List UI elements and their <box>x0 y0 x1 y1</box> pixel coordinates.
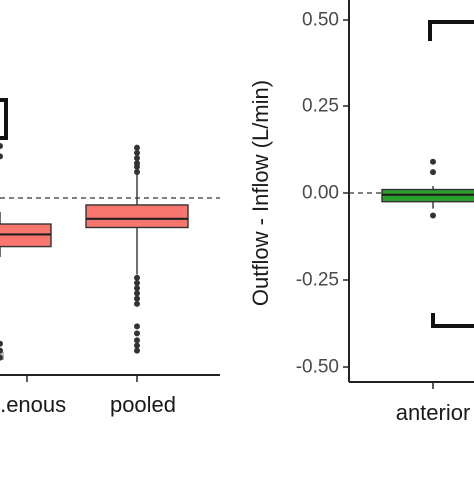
right-series-0-box <box>381 158 474 219</box>
left-series-1-outlier-13 <box>134 330 140 337</box>
left-series-1-outlier-15 <box>134 342 140 349</box>
left-series-0-outlier-4 <box>0 354 3 361</box>
y-axis-title: Outflow - Inflow (L/min) <box>248 80 273 306</box>
y-tick-label-0.00: 0.00 <box>302 183 339 204</box>
left-series-1-outlier-8 <box>134 285 140 292</box>
left-series-1-outlier-5 <box>134 168 140 175</box>
right-series-0-outlier-2 <box>430 212 436 219</box>
left-series-1-outlier-9 <box>134 290 140 297</box>
y-tick-label-neg-0.50: -0.50 <box>296 357 339 378</box>
left-series-0-outlier-0 <box>0 142 3 149</box>
left-series-0-outlier-2 <box>0 340 3 347</box>
y-tick-label-0.50: 0.50 <box>302 10 339 31</box>
right-y-ticks: 0.50 0.25 0.00 -0.25 -0.50 <box>296 10 349 378</box>
left-series-1-outlier-1 <box>134 149 140 156</box>
right-significance-bracket-bottom <box>431 313 474 328</box>
right-boxes <box>381 158 474 219</box>
y-tick-label-neg-0.25: -0.25 <box>296 270 339 291</box>
left-series-1-outlier-4 <box>134 163 140 170</box>
left-series-1-outlier-10 <box>134 295 140 302</box>
left-series-1-outlier-14 <box>134 337 140 344</box>
right-category-label-0: anterior <box>396 400 471 425</box>
right-series-0-outlier-0 <box>430 158 436 165</box>
right-series-0-outlier-1 <box>430 169 436 176</box>
y-tick-label-0.25: 0.25 <box>302 96 339 117</box>
right-panel: Outflow - Inflow (L/min) 0.50 0.25 0.00 … <box>248 0 474 425</box>
left-series-1-outlier-11 <box>134 300 140 307</box>
left-series-1-iqr-box <box>85 204 189 229</box>
left-series-1-outlier-12 <box>134 323 140 330</box>
left-boxes <box>0 142 189 361</box>
left-series-1-outlier-6 <box>134 274 140 281</box>
left-category-label-1: pooled <box>110 392 176 417</box>
left-series-1-outlier-2 <box>134 155 140 162</box>
left-category-label-0: ...enous <box>0 392 66 417</box>
left-series-1-outlier-0 <box>134 144 140 151</box>
left-series-0-box <box>0 142 52 361</box>
left-series-1-outlier-16 <box>134 347 140 354</box>
left-series-0-outlier-3 <box>0 347 3 354</box>
left-series-0-outlier-1 <box>0 153 3 160</box>
left-panel: ...enous pooled <box>0 98 220 417</box>
left-significance-bracket <box>0 98 8 140</box>
right-significance-bracket-top <box>428 20 474 41</box>
left-series-1-box <box>85 144 189 354</box>
left-series-1-outlier-7 <box>134 280 140 287</box>
